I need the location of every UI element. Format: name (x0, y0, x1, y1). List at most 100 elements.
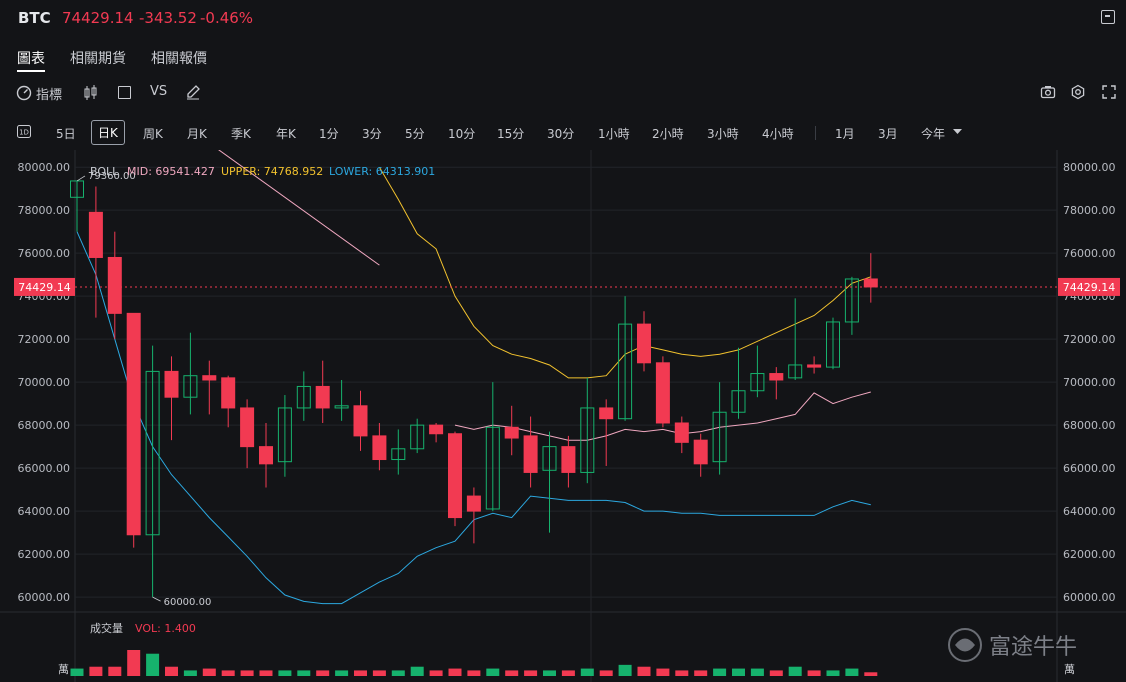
volume-bar (656, 668, 670, 676)
exit-icon[interactable] (1101, 10, 1115, 24)
chevron-down-icon[interactable] (953, 129, 962, 135)
candle-up (788, 364, 803, 379)
price-chart[interactable]: 80000.00 80000.00 78000.00 78000.00 76000.00… (0, 150, 1126, 682)
candle-up (844, 278, 859, 323)
volume-bar (713, 668, 727, 676)
volume-bar (694, 670, 708, 676)
volume-bar (448, 668, 462, 676)
period-5d[interactable]: 5日 (56, 127, 76, 141)
volume-bar (316, 670, 330, 676)
tab-chart[interactable]: 圖表 (17, 51, 45, 67)
candle-up (712, 411, 727, 463)
candle-down (863, 278, 878, 288)
pencil-icon[interactable] (185, 84, 201, 100)
period-1month[interactable]: 1月 (835, 127, 855, 141)
period-4h[interactable]: 4小時 (762, 127, 794, 141)
volume-bar (524, 670, 538, 676)
period-3min[interactable]: 3分 (362, 127, 382, 141)
period-15min[interactable]: 15分 (497, 127, 525, 141)
volume-bar (297, 670, 311, 676)
period-yearly[interactable]: 年K (276, 127, 296, 141)
period-weekly[interactable]: 周K (143, 127, 163, 141)
volume-bar (354, 670, 367, 676)
boll-label: BOLL (90, 165, 119, 178)
active-tab-underline (17, 70, 45, 72)
y-tick-left: 76000.00 (18, 247, 71, 260)
square-icon[interactable] (118, 86, 131, 99)
y-tick-right: 78000.00 (1063, 204, 1116, 217)
watermark-text: 富途牛牛 (989, 635, 1077, 660)
tab-bar: 圖表 相關期貨 相關報價 (0, 44, 1126, 74)
volume-bar (410, 666, 424, 676)
period-monthly[interactable]: 月K (187, 127, 207, 141)
candle-down (429, 424, 444, 435)
boll-upper-value: UPPER: 74768.952 (221, 165, 323, 178)
volume-bar (240, 670, 254, 676)
candle-up (70, 180, 84, 198)
candle-up (826, 321, 840, 368)
volume-bar (372, 670, 386, 676)
indicator-icon (16, 85, 32, 101)
candle-up (618, 323, 633, 420)
period-1h[interactable]: 1小時 (598, 127, 630, 141)
y-tick-left: 62000.00 (18, 548, 71, 561)
vs-button[interactable]: VS (150, 84, 168, 99)
candlestick-icon[interactable] (83, 84, 99, 102)
volume-bar (845, 668, 859, 676)
y-tick-right: 80000.00 (1063, 161, 1116, 174)
y-tick-right: 60000.00 (1063, 591, 1116, 604)
y-tick-right: 68000.00 (1063, 419, 1116, 432)
tab-related-quotes[interactable]: 相關報價 (151, 51, 207, 67)
period-1min[interactable]: 1分 (319, 127, 339, 141)
boll-mid-value: MID: 69541.427 (127, 165, 215, 178)
settings-icon[interactable] (1070, 84, 1086, 100)
price-change-percent: -0.46% (200, 9, 254, 27)
period-quarterly[interactable]: 季K (231, 127, 251, 141)
period-5min[interactable]: 5分 (405, 127, 425, 141)
boll-mid-line-head (218, 150, 380, 266)
period-ytd[interactable]: 今年 (921, 127, 946, 141)
period-30min[interactable]: 30分 (547, 127, 575, 141)
volume-bar (146, 653, 160, 676)
candle-up (410, 424, 425, 450)
candle-down (126, 312, 141, 536)
tab-related-futures[interactable]: 相關期貨 (70, 51, 126, 67)
period-2h[interactable]: 2小時 (652, 127, 684, 141)
period-divider (815, 126, 816, 140)
volume-bar (467, 670, 481, 676)
candle-down (164, 370, 179, 398)
y-tick-right: 62000.00 (1063, 548, 1116, 561)
period-10min[interactable]: 10分 (448, 127, 476, 141)
candle-up (542, 446, 557, 471)
y-tick-left: 78000.00 (18, 204, 71, 217)
period-3h[interactable]: 3小時 (707, 127, 739, 141)
candle-down (769, 373, 784, 381)
candle-down (504, 426, 519, 439)
volume-bar (183, 670, 197, 676)
candle-down (353, 405, 368, 437)
y-tick-right: 70000.00 (1063, 376, 1116, 389)
volume-bar (618, 664, 632, 676)
candle-down (448, 433, 462, 519)
indicators-button[interactable]: 指標 (36, 88, 63, 103)
y-tick-right: 72000.00 (1063, 333, 1116, 346)
volume-bar (202, 668, 216, 676)
candle-up (145, 370, 160, 536)
svg-text:1D: 1D (19, 129, 29, 137)
camera-icon[interactable] (1040, 84, 1056, 100)
y-tick-right: 76000.00 (1063, 247, 1116, 260)
candle-up (580, 407, 595, 473)
volume-unit-left: 萬 (58, 663, 69, 676)
candle-down (259, 446, 273, 465)
period-daily[interactable]: 日K (91, 120, 125, 145)
fullscreen-icon[interactable] (1102, 85, 1116, 99)
calendar-1d-icon[interactable]: 1D (17, 125, 31, 138)
axis-labels: 80000.00 80000.00 78000.00 78000.00 76000.00… (14, 161, 1120, 608)
candle-down (561, 446, 576, 473)
y-tick-left: 64000.00 (18, 505, 71, 518)
candle-down (202, 375, 217, 381)
y-tick-left: 72000.00 (18, 333, 71, 346)
futu-logo-icon (948, 628, 982, 662)
volume-bar (505, 670, 519, 676)
period-3month[interactable]: 3月 (878, 127, 898, 141)
